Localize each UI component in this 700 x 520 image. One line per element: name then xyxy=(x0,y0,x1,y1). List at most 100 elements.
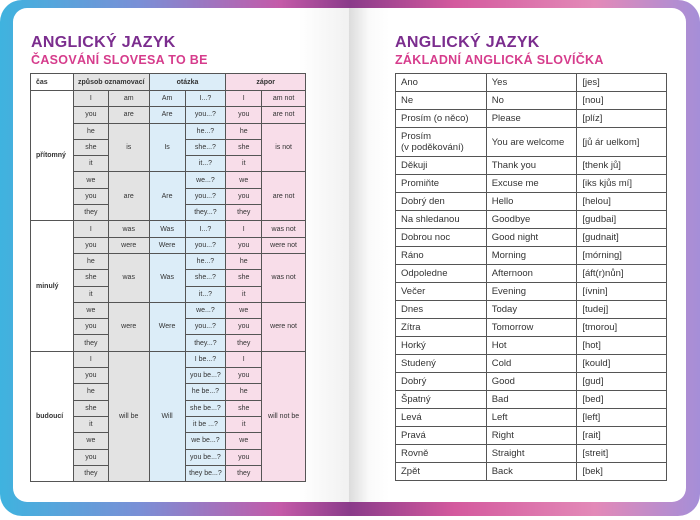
question-subject-cell: you be...? xyxy=(184,367,227,385)
pronoun-cell: I xyxy=(72,220,109,238)
vocabulary-row: Dnes Today [tudej] xyxy=(395,300,667,319)
english-word: Back xyxy=(485,462,578,481)
czech-word: Rovně xyxy=(395,444,487,463)
question-subject-cell: we...? xyxy=(184,301,227,320)
english-word: Hello xyxy=(485,192,578,211)
left-page-subtitle: ČASOVÁNÍ SLOVESA TO BE xyxy=(31,53,208,67)
verb-form-cell: am xyxy=(107,89,150,108)
czech-word: Prosím (o něco) xyxy=(395,109,487,128)
question-subject-cell: I...? xyxy=(184,220,227,238)
vocabulary-row: Ráno Morning [mórning] xyxy=(395,246,667,265)
question-subject-cell: it...? xyxy=(184,285,227,303)
vocabulary-row: Studený Cold [kould] xyxy=(395,354,667,373)
negation-form-cell: are not xyxy=(261,171,306,222)
pronoun-cell: you xyxy=(72,236,109,254)
question-verb-cell: Was xyxy=(148,252,186,303)
english-word: Thank you xyxy=(485,156,578,175)
pronunciation: [gudbai] xyxy=(576,210,667,229)
pronoun-cell: I xyxy=(72,89,109,108)
english-word: Good night xyxy=(485,228,578,247)
vocabulary-row: Prosím (v poděkování) You are welcome [jů … xyxy=(395,127,667,157)
pronunciation: [bek] xyxy=(576,462,667,481)
english-word: Goodbye xyxy=(485,210,578,229)
vocabulary-row: Ano Yes [jes] xyxy=(395,73,667,92)
table-row: you are Are you...? you are not xyxy=(31,106,306,124)
czech-word: Ráno xyxy=(395,246,487,265)
vocabulary-row: Dobrou noc Good night [gudnait] xyxy=(395,228,667,247)
vocabulary-row: Špatný Bad [bed] xyxy=(395,390,667,409)
english-word: Left xyxy=(485,408,578,427)
czech-word: Levá xyxy=(395,408,487,427)
english-word: Yes xyxy=(485,73,578,92)
pronunciation: [plíz] xyxy=(576,109,667,128)
table-row: we we be...? we xyxy=(31,432,306,450)
negation-pronoun-cell: we xyxy=(225,301,263,320)
vocabulary-row: Prosím (o něco) Please [plíz] xyxy=(395,109,667,128)
left-page-title: ANGLICKÝ JAZYK xyxy=(31,34,176,51)
pronoun-cell: they xyxy=(72,334,109,352)
czech-word: Dobrý xyxy=(395,372,487,391)
pronunciation: [nou] xyxy=(576,91,667,110)
table-row: she she...? she xyxy=(31,138,306,157)
question-verb-cell: Were xyxy=(148,301,186,352)
english-word: Right xyxy=(485,426,578,445)
negation-pronoun-cell: I xyxy=(225,89,263,108)
table-row: he was Was he...? he was not xyxy=(31,252,306,303)
english-word: You are welcome xyxy=(485,127,578,157)
vocabulary-row: Dobrý Good [gud] xyxy=(395,372,667,391)
question-verb-cell: Is xyxy=(148,122,186,173)
negation-form-cell: was not xyxy=(261,252,306,303)
negation-form-cell: were not xyxy=(261,301,306,352)
negation-pronoun-cell: we xyxy=(225,171,263,189)
pronunciation: [gudnait] xyxy=(576,228,667,247)
table-header-row: čas způsob oznamovací otázka zápor xyxy=(30,73,306,91)
negation-pronoun-cell: she xyxy=(225,138,263,157)
pronoun-cell: we xyxy=(72,171,109,189)
question-subject-cell: it...? xyxy=(184,155,227,173)
pronoun-cell: you xyxy=(72,367,109,385)
czech-word: Dobrou noc xyxy=(395,228,487,247)
english-word: Excuse me xyxy=(485,174,578,193)
czech-word: Ano xyxy=(395,73,487,92)
negation-form-cell: were not xyxy=(261,236,306,254)
verb-form-cell: was xyxy=(107,220,150,238)
question-subject-cell: you...? xyxy=(184,106,227,124)
question-subject-cell: he...? xyxy=(184,122,227,140)
table-row: you you be...? you xyxy=(31,448,306,466)
negation-pronoun-cell: she xyxy=(225,399,263,417)
header-indicative: způsob oznamovací xyxy=(72,73,150,91)
table-row: he is Is he...? he is not xyxy=(31,122,306,173)
negation-pronoun-cell: you xyxy=(225,367,263,385)
question-verb-cell: Were xyxy=(148,236,186,254)
question-subject-cell: you be...? xyxy=(184,448,227,466)
negation-pronoun-cell: it xyxy=(225,415,263,434)
verb-form-cell: are xyxy=(107,106,150,124)
vocabulary-row: Děkuji Thank you [thenk jů] xyxy=(395,156,667,175)
header-question: otázka xyxy=(148,73,227,91)
negation-form-cell: is not xyxy=(261,122,306,173)
pronoun-cell: we xyxy=(72,301,109,320)
header-tense: čas xyxy=(30,73,74,91)
negation-pronoun-cell: they xyxy=(225,464,263,483)
vocabulary-row: Horký Hot [hot] xyxy=(395,336,667,355)
vocabulary-row: Rovně Straight [streit] xyxy=(395,444,667,463)
question-subject-cell: she be...? xyxy=(184,399,227,417)
table-row: it it be ...? it xyxy=(31,415,306,434)
english-word: Morning xyxy=(485,246,578,265)
pronunciation: [kould] xyxy=(576,354,667,373)
table-row: they they...? they xyxy=(31,204,306,222)
czech-word: Dnes xyxy=(395,300,487,319)
vocabulary-row: Zpět Back [bek] xyxy=(395,462,667,481)
czech-word: Horký xyxy=(395,336,487,355)
pronunciation: [helou] xyxy=(576,192,667,211)
table-row: they they...? they xyxy=(31,334,306,352)
question-subject-cell: you...? xyxy=(184,236,227,254)
question-subject-cell: it be ...? xyxy=(184,415,227,434)
pronoun-cell: she xyxy=(72,138,109,157)
english-word: No xyxy=(485,91,578,110)
verb-form-cell: will be xyxy=(107,350,150,483)
question-subject-cell: we be...? xyxy=(184,432,227,450)
czech-word: Promiňte xyxy=(395,174,487,193)
pronoun-cell: it xyxy=(72,155,109,173)
